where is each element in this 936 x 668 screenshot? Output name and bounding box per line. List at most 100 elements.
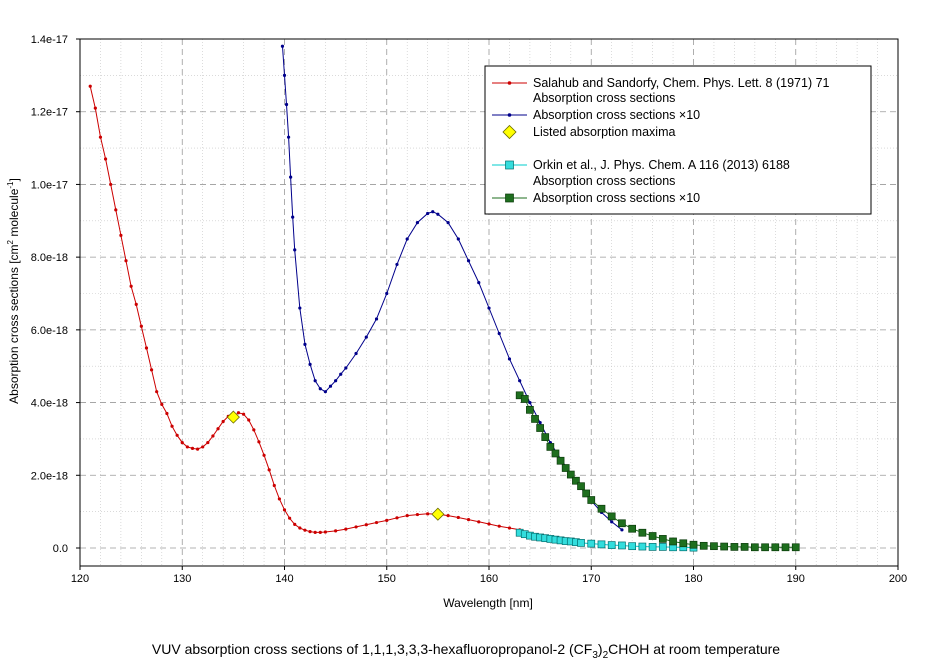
data-point-salahub_xs	[201, 445, 205, 449]
data-point-orkin_x10	[740, 543, 749, 551]
data-point-orkin_x10	[561, 464, 570, 472]
data-point-salahub_xs	[354, 525, 358, 529]
data-point-salahub_xs	[277, 497, 281, 501]
data-point-salahub_x10	[293, 248, 297, 252]
legend-marker-orkin-x10	[505, 193, 514, 203]
data-point-salahub_x10	[446, 221, 450, 225]
data-point-salahub_xs	[323, 530, 327, 534]
data-point-salahub_x10	[364, 335, 368, 339]
data-point-salahub_xs	[190, 446, 195, 450]
data-point-orkin_x10	[577, 482, 585, 491]
data-point-salahub_xs	[109, 182, 113, 187]
data-point-orkin_x10	[618, 519, 626, 528]
data-point-salahub_xs	[185, 445, 189, 449]
x-tick-label: 130	[173, 573, 191, 585]
data-point-salahub_x10	[308, 362, 312, 366]
data-point-salahub_xs	[308, 530, 312, 534]
data-point-salahub_xs	[206, 440, 210, 445]
x-tick-label: 150	[378, 573, 396, 585]
data-point-salahub_xs	[134, 302, 138, 307]
data-point-orkin_x10	[638, 528, 647, 537]
y-tick-label: 4.0e-18	[31, 398, 68, 410]
data-point-salahub_xs	[155, 390, 159, 394]
data-point-salahub_x10	[431, 210, 435, 214]
data-point-salahub_xs	[129, 284, 133, 288]
data-point-salahub_xs	[114, 208, 118, 212]
data-point-salahub_xs	[170, 424, 174, 428]
legend-label-orkin-x10: Absorption cross sections ×10	[533, 191, 700, 205]
x-tick-label: 140	[275, 573, 293, 585]
data-point-salahub_x10	[282, 73, 287, 77]
data-point-salahub_xs	[374, 520, 379, 525]
data-point-orkin_x10	[791, 543, 800, 552]
data-point-salahub_x10	[528, 400, 532, 405]
y-tick-label: 6.0e-18	[31, 325, 68, 337]
data-point-orkin_x10	[679, 539, 688, 548]
x-tick-label: 120	[71, 573, 89, 585]
data-point-orkin_x10	[572, 476, 580, 485]
data-point-salahub_x10	[620, 528, 624, 532]
data-point-orkin_x10	[628, 524, 637, 533]
data-point-orkin_x10	[658, 535, 667, 543]
series-line-salahub_xs	[89, 86, 520, 533]
data-point-salahub_xs	[426, 512, 430, 516]
data-point-orkin_x10	[710, 542, 718, 551]
data-point-salahub_xs	[318, 530, 322, 534]
legend-label-salahub-xs: Absorption cross sections	[533, 91, 675, 105]
data-point-salahub_xs	[344, 527, 348, 531]
data-point-listed_maxima	[226, 410, 240, 424]
data-point-salahub_xs	[103, 157, 108, 161]
data-point-salahub_xs	[242, 412, 246, 416]
data-point-salahub_xs	[267, 468, 271, 472]
data-point-salahub_xs	[385, 518, 389, 522]
data-point-orkin_x10	[771, 543, 780, 552]
ticks-layer: 120 130 140 150 160 170 180 190 200 0.0 2.0e-18 4.0…	[31, 34, 907, 585]
data-point-orkin_x10	[689, 540, 698, 549]
data-point-salahub_xs	[497, 524, 501, 528]
data-point-salahub_xs	[247, 418, 251, 422]
data-point-salahub_xs	[456, 515, 460, 520]
legend-marker-salahub-xs	[507, 81, 512, 85]
data-point-salahub_xs	[282, 508, 287, 512]
y-axis-title-sup1: 2	[6, 239, 15, 244]
data-point-salahub_x10	[284, 102, 289, 107]
legend-label-orkin-xs: Absorption cross sections	[533, 174, 675, 188]
data-point-orkin_x10	[541, 433, 550, 441]
legend-marker-salahub-x10	[507, 113, 512, 117]
data-point-orkin_x10	[781, 543, 790, 552]
legend-label-salahub-x10: Absorption cross sections ×10	[533, 108, 700, 122]
data-point-salahub_xs	[364, 523, 368, 527]
data-point-orkin_x10	[582, 489, 590, 498]
data-point-salahub_xs	[298, 526, 302, 530]
data-point-orkin_x10	[750, 543, 759, 552]
data-point-salahub_xs	[211, 434, 215, 438]
data-point-salahub_x10	[298, 306, 302, 310]
data-point-salahub_xs	[175, 433, 179, 437]
data-point-orkin_x10	[526, 405, 534, 414]
data-point-salahub_xs	[88, 84, 92, 88]
data-point-orkin_x10	[730, 543, 739, 551]
data-point-salahub_xs	[144, 346, 149, 350]
data-point-salahub_x10	[334, 379, 338, 383]
data-point-salahub_xs	[303, 528, 307, 532]
data-point-salahub_x10	[374, 317, 379, 321]
data-point-orkin_x10	[531, 415, 539, 423]
data-point-salahub_x10	[456, 237, 460, 241]
data-point-salahub_xs	[195, 447, 200, 451]
caption-part2: )	[598, 641, 603, 657]
data-point-salahub_x10	[466, 259, 471, 263]
data-point-salahub_x10	[487, 306, 491, 310]
data-point-salahub_xs	[446, 514, 450, 518]
data-point-salahub_xs	[487, 522, 491, 526]
data-point-salahub_xs	[272, 483, 276, 488]
data-point-orkin_x10	[551, 449, 560, 458]
series-salahub_xs	[88, 84, 522, 534]
y-tick-label: 2.0e-18	[31, 470, 68, 482]
y-tick-label: 1.2e-17	[31, 107, 68, 119]
data-point-salahub_xs	[236, 411, 241, 415]
data-point-orkin_x10	[556, 456, 565, 465]
x-tick-label: 180	[684, 573, 702, 585]
data-point-salahub_x10	[518, 379, 522, 383]
data-point-salahub_x10	[395, 262, 399, 267]
